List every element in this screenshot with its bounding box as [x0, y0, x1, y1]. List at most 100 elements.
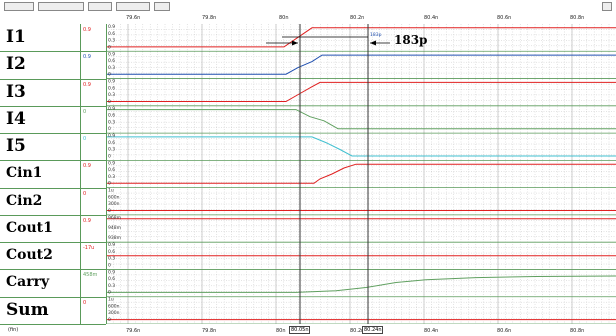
waveform-plot[interactable]: 0.90.60.300.90.60.300.90.60.300.90.60.30…: [106, 24, 616, 324]
signal-name-i1[interactable]: I1: [6, 27, 26, 48]
waveform-i4[interactable]: [106, 109, 616, 130]
y-tick-label: 0.6: [108, 140, 115, 146]
measure-icon[interactable]: [116, 2, 150, 11]
y-tick-label: 0.6: [108, 167, 115, 173]
waveform-cin1[interactable]: [106, 163, 616, 184]
name-row-separator: [0, 187, 106, 189]
signal-name-column: I1 I2 I3 I4 I5 Cin1 Cin2 Cout1 Cout2 Carry Sum: [0, 24, 106, 325]
waveform-i3[interactable]: [106, 81, 616, 102]
y-tick-label: 0.3: [108, 147, 115, 153]
signal-name-sum[interactable]: Sum: [6, 299, 49, 320]
fit-icon[interactable]: [38, 2, 84, 11]
tick-label: 79.8n: [202, 15, 217, 21]
signal-value-column: 0.9 0.9 0.9 0 0 0.9 0 0.9 -17u 458m 0: [80, 24, 107, 324]
y-tick-label: 968m: [108, 215, 121, 221]
name-row-separator: [0, 296, 106, 298]
y-tick-label: 300n: [108, 310, 120, 316]
y-tick-label: 0.6: [108, 31, 115, 37]
y-tick-label: 0.9: [108, 133, 115, 139]
delay-annotation: 183p: [394, 33, 428, 47]
y-tick-label: 0.6: [108, 276, 115, 282]
y-tick-label: 0: [108, 317, 111, 323]
signal-name-carry[interactable]: Carry: [6, 274, 50, 291]
y-tick-label: 0: [108, 44, 111, 50]
y-tick-label: 0.3: [108, 174, 115, 180]
zoom-icon[interactable]: [4, 2, 34, 11]
cursor-icon[interactable]: [88, 2, 112, 11]
arrow-left-head-icon: [370, 40, 376, 46]
y-tick-label: 0.6: [108, 85, 115, 91]
tick-label: 80.6n: [497, 15, 512, 21]
y-tick-label: 0: [108, 262, 111, 268]
tick-label: 79.6n: [126, 15, 141, 21]
tick-label: 80.2n: [350, 15, 365, 21]
y-tick-label: 0.9: [108, 160, 115, 166]
toolbar: [0, 0, 616, 13]
signal-value-i3: 0.9: [83, 81, 91, 88]
grid-icon[interactable]: [154, 2, 170, 11]
cursor-a-readout[interactable]: 80.05n: [289, 326, 311, 334]
time-axis-bottom: 79.6n 79.8n 80n 80.2n 80.4n 80.6n 80.8n: [0, 326, 616, 336]
y-tick-label: 600n: [108, 303, 120, 309]
name-row-separator: [0, 105, 106, 107]
signal-name-i2[interactable]: I2: [6, 54, 26, 75]
arrow-right-head-icon: [292, 40, 298, 46]
signal-name-cout1[interactable]: Cout1: [6, 219, 53, 236]
signal-value-carry: 458m: [83, 272, 98, 279]
signal-name-cin2[interactable]: Cin2: [6, 192, 43, 209]
y-tick-label: 0: [108, 290, 111, 296]
y-tick-label: 0.9: [108, 269, 115, 275]
tick-label: 80.6n: [497, 328, 512, 334]
name-row-separator: [0, 78, 106, 80]
y-tick-label: 0.9: [108, 242, 115, 248]
signal-name-i3[interactable]: I3: [6, 81, 26, 102]
y-tick-label: 0.3: [108, 256, 115, 262]
y-tick-label: 0: [108, 181, 111, 187]
waveform-i2[interactable]: [106, 54, 616, 75]
y-tick-label: 0.9: [108, 51, 115, 57]
print-icon[interactable]: [602, 2, 612, 11]
signal-value-cin2: 0: [83, 190, 87, 197]
tick-label: 79.8n: [202, 328, 217, 334]
y-tick-label: 0.6: [108, 58, 115, 64]
tick-label: 80n: [276, 328, 286, 334]
signal-value-i2: 0.9: [83, 54, 91, 61]
name-row-separator: [0, 324, 106, 325]
y-tick-label: 0: [108, 208, 111, 214]
y-tick-label: 0.3: [108, 65, 115, 71]
signal-name-i4[interactable]: I4: [6, 108, 26, 129]
y-tick-label: 0.6: [108, 113, 115, 119]
y-tick-label: 938m: [108, 235, 121, 241]
y-tick-label: 0.9: [108, 79, 115, 85]
y-tick-label: 0.3: [108, 92, 115, 98]
name-row-separator: [0, 51, 106, 53]
time-axis-top: 79.6n 79.8n 80n 80.2n 80.4n 80.6n 80.8n: [0, 13, 616, 23]
y-tick-label: 1u: [108, 297, 114, 303]
y-tick-label: 0.3: [108, 283, 115, 289]
y-tick-label: 0: [108, 126, 111, 132]
name-row-separator: [0, 242, 106, 244]
signal-name-cin1[interactable]: Cin1: [6, 165, 43, 182]
status-text: (fin): [8, 327, 19, 333]
y-tick-label: 300n: [108, 201, 120, 207]
y-tick-label: 600n: [108, 194, 120, 200]
name-row-separator: [0, 269, 106, 271]
cursor-b-readout[interactable]: 80.24n: [362, 326, 384, 334]
y-tick-label: 0.3: [108, 38, 115, 44]
y-tick-label: 0.3: [108, 119, 115, 125]
y-tick-label: 1u: [108, 188, 114, 194]
signal-name-i5[interactable]: I5: [6, 136, 26, 157]
waveform-carry[interactable]: [106, 275, 616, 293]
tick-label: 79.6n: [126, 328, 141, 334]
signal-value-cout2: -17u: [83, 245, 95, 252]
y-tick-label: 0.9: [108, 24, 115, 30]
y-tick-label: 0: [108, 153, 111, 159]
signal-value-i4: 0: [83, 108, 87, 115]
signal-name-cout2[interactable]: Cout2: [6, 247, 53, 264]
y-tick-label: 948m: [108, 225, 121, 231]
tick-label: 80n: [279, 15, 289, 21]
tick-label: 80.4n: [424, 328, 439, 334]
waveform-i5[interactable]: [106, 136, 616, 157]
tick-label: 80.4n: [424, 15, 439, 21]
